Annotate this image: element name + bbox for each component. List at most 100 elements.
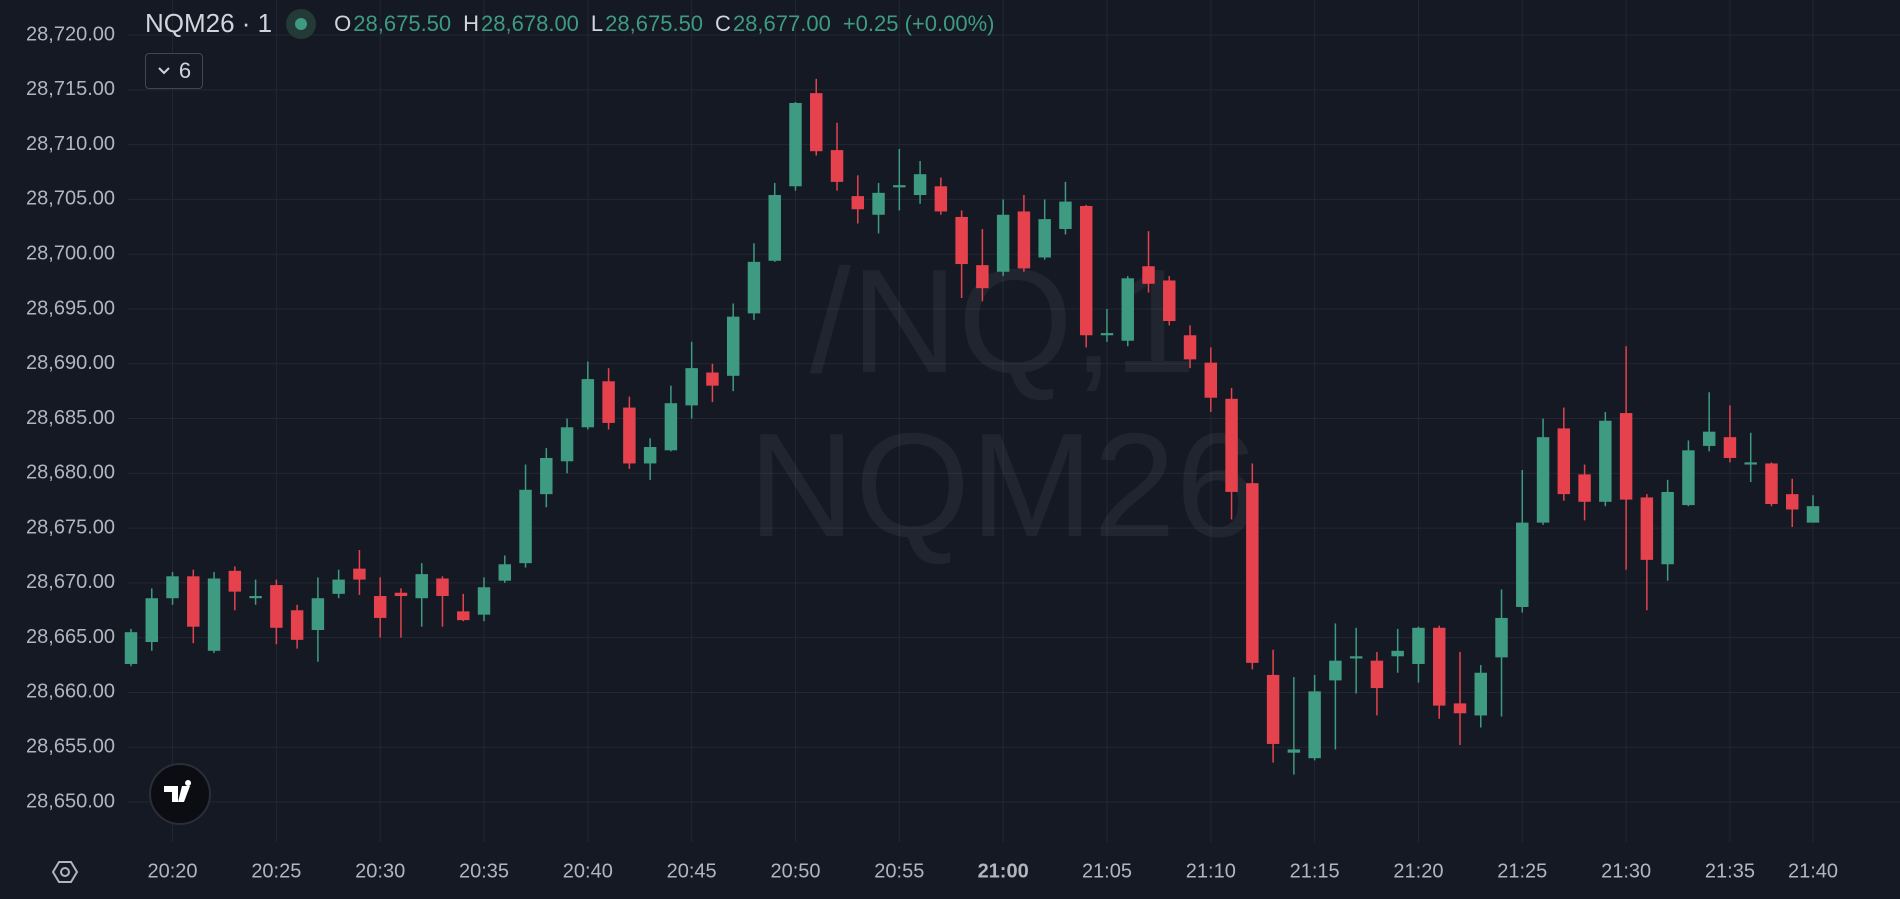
- indicators-toggle[interactable]: 6: [145, 53, 203, 89]
- candle-body: [810, 93, 823, 152]
- tradingview-logo[interactable]: [149, 763, 211, 825]
- candle: [893, 149, 906, 211]
- candle: [228, 566, 242, 611]
- candle: [602, 368, 615, 430]
- candle: [560, 418, 574, 474]
- candle-body: [415, 574, 428, 599]
- candle-body: [581, 379, 595, 428]
- candle: [913, 161, 927, 204]
- candle-body: [1786, 494, 1799, 510]
- candle: [1329, 623, 1342, 750]
- candle-body: [1100, 333, 1114, 336]
- candle-body: [623, 407, 636, 464]
- candle-body: [726, 316, 740, 376]
- candle: [145, 588, 158, 651]
- candle-body: [477, 587, 491, 615]
- candle-body: [1142, 266, 1155, 284]
- candle: [1723, 405, 1737, 463]
- candle: [1038, 199, 1051, 260]
- candle-body: [1079, 205, 1093, 336]
- candle-body: [1599, 420, 1612, 502]
- candle: [872, 182, 885, 234]
- candle-body: [1038, 219, 1051, 258]
- candle: [1079, 204, 1093, 348]
- candle-body: [976, 265, 989, 289]
- candle: [1142, 231, 1155, 293]
- candle-body: [1121, 278, 1134, 341]
- candle-body: [1661, 491, 1674, 565]
- y-tick-label: 28,715.00: [26, 78, 115, 100]
- candle-body: [706, 372, 719, 386]
- candle: [810, 78, 823, 156]
- candle: [415, 563, 428, 627]
- x-tick-label: 21:40: [1788, 860, 1838, 882]
- candle: [1516, 470, 1529, 613]
- candle: [1744, 432, 1757, 483]
- watermark-line: NQM26: [748, 403, 1258, 568]
- y-tick-label: 28,670.00: [26, 571, 115, 593]
- chevron: [158, 67, 170, 75]
- candle-body: [1495, 617, 1508, 658]
- candle-body: [270, 585, 283, 628]
- y-tick-label: 28,690.00: [26, 352, 115, 374]
- candle-body: [373, 596, 387, 618]
- legend-header: NQM26 · 1 O 28,675.50 H 28,678.00 L 28,675.…: [145, 8, 1006, 39]
- candle-body: [1017, 211, 1031, 269]
- candle: [353, 550, 366, 595]
- y-tick-label: 28,710.00: [26, 133, 115, 155]
- candle-body: [1578, 474, 1591, 502]
- candle-body: [1682, 450, 1695, 506]
- candle: [124, 628, 138, 667]
- x-tick-label: 21:35: [1705, 860, 1755, 882]
- ohlc-label: C: [715, 10, 731, 36]
- candle: [976, 228, 989, 302]
- y-tick-label: 28,655.00: [26, 736, 115, 758]
- x-tick-label: 20:20: [147, 860, 197, 882]
- y-tick-label: 28,720.00: [26, 23, 115, 45]
- y-tick-label: 28,680.00: [26, 462, 115, 484]
- candle: [1225, 387, 1238, 520]
- candle-body: [228, 570, 242, 592]
- candle: [290, 604, 304, 649]
- candle-body: [1744, 462, 1757, 465]
- candle: [1557, 407, 1571, 501]
- candle: [249, 579, 262, 605]
- candle-body: [187, 576, 200, 627]
- candle: [1121, 276, 1134, 347]
- candle: [1370, 651, 1384, 716]
- x-tick-label: 20:45: [667, 860, 717, 882]
- settings-hexagon: [51, 861, 79, 883]
- candle-body: [1536, 437, 1550, 523]
- candle-body: [1806, 506, 1820, 523]
- candle: [955, 210, 968, 299]
- candle: [519, 464, 532, 568]
- candle: [1391, 628, 1404, 673]
- y-tick-label: 28,685.00: [26, 407, 115, 429]
- x-tick-label: 20:50: [770, 860, 820, 882]
- candle: [207, 571, 221, 654]
- ohlc-label: O: [334, 10, 352, 36]
- settings-icon[interactable]: [51, 861, 79, 883]
- y-tick-label: 28,660.00: [26, 681, 115, 703]
- candle-body: [457, 611, 470, 621]
- candle: [1682, 440, 1695, 507]
- candle-body: [685, 368, 698, 406]
- candle: [1246, 463, 1259, 670]
- x-tick-label: 21:10: [1186, 860, 1236, 882]
- candle: [747, 243, 761, 320]
- x-tick-label: 20:30: [355, 860, 405, 882]
- candle: [498, 555, 512, 583]
- candle-body: [394, 592, 408, 597]
- x-tick-label: 21:15: [1290, 860, 1340, 882]
- candle: [623, 396, 636, 469]
- ohlc-value: 28,675.50: [605, 10, 704, 36]
- candle-body: [872, 192, 885, 215]
- candle-body: [311, 598, 325, 630]
- candle: [540, 448, 553, 508]
- x-tick-label: 20:25: [251, 860, 301, 882]
- status-dot: [286, 8, 317, 39]
- change: +0.25 (+0.00%): [842, 10, 995, 36]
- candle: [664, 385, 678, 452]
- candle: [187, 569, 200, 644]
